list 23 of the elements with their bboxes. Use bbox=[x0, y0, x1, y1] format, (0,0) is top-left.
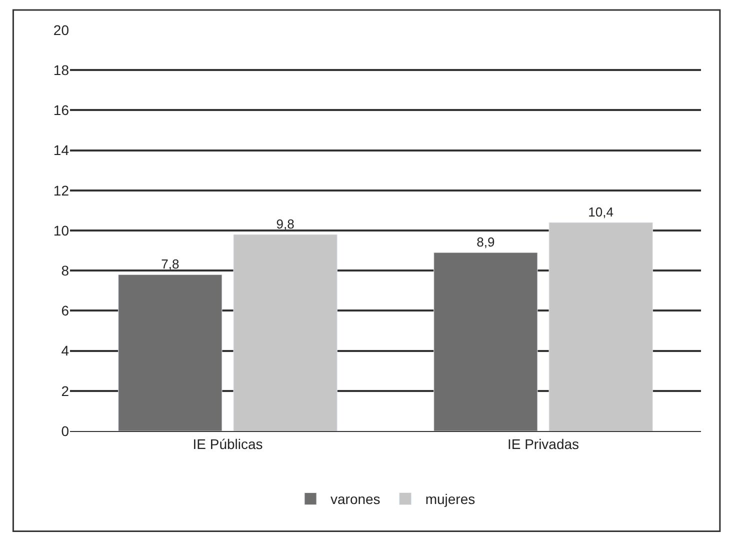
bar bbox=[548, 222, 653, 431]
data-label: 9,8 bbox=[276, 216, 294, 232]
y-tick-label: 6 bbox=[61, 302, 70, 319]
y-tick-label: 18 bbox=[53, 62, 70, 78]
data-label: 7,8 bbox=[161, 256, 180, 272]
y-tick-label: 14 bbox=[53, 142, 70, 158]
bar bbox=[118, 274, 222, 431]
legend-label: varones bbox=[330, 491, 380, 508]
bar bbox=[434, 252, 538, 431]
y-tick-label: 12 bbox=[53, 182, 70, 198]
data-label: 10,4 bbox=[588, 204, 614, 220]
data-label: 8,9 bbox=[476, 234, 495, 250]
x-tick-label: IE Privadas bbox=[507, 436, 580, 452]
y-tick-label: 8 bbox=[61, 262, 70, 278]
y-tick-label: 4 bbox=[61, 342, 70, 359]
y-tick-label: 10 bbox=[53, 222, 70, 238]
bar bbox=[233, 234, 338, 431]
legend-label: mujeres bbox=[425, 491, 476, 508]
y-tick-label: 20 bbox=[53, 22, 70, 38]
y-tick-label: 16 bbox=[53, 102, 70, 118]
y-tick-label: 0 bbox=[61, 422, 70, 439]
y-tick-label: 2 bbox=[61, 382, 70, 399]
x-tick-label: IE Públicas bbox=[192, 436, 263, 452]
